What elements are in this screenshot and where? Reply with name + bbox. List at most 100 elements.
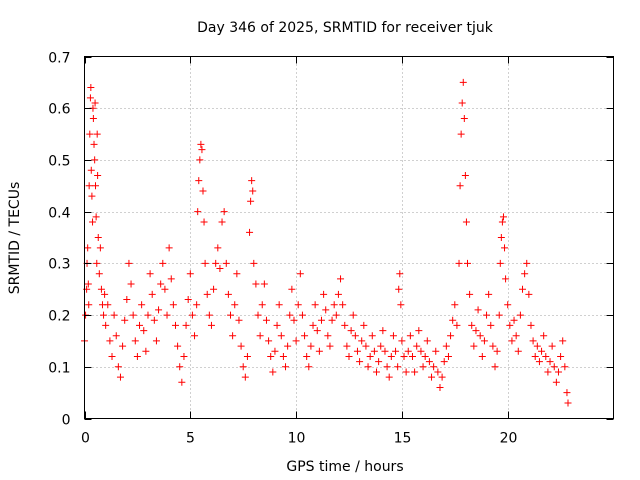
data-point: [311, 301, 319, 309]
data-point: [408, 352, 416, 360]
data-point: [108, 352, 116, 360]
data-point: [271, 347, 279, 355]
data-point: [394, 363, 402, 371]
data-point: [142, 347, 150, 355]
data-point: [309, 321, 317, 329]
plot-frame: [84, 56, 614, 419]
data-point: [535, 358, 543, 366]
data-point: [88, 192, 96, 200]
data-point: [460, 115, 468, 123]
data-point: [436, 383, 444, 391]
data-point: [400, 352, 408, 360]
data-point: [104, 301, 112, 309]
data-point: [495, 311, 503, 319]
data-point: [385, 373, 393, 381]
data-point: [150, 316, 158, 324]
data-point: [347, 327, 355, 335]
data-point: [428, 373, 436, 381]
data-point: [248, 177, 256, 185]
data-point: [136, 321, 144, 329]
data-point: [273, 321, 281, 329]
data-point: [131, 337, 139, 345]
data-point: [250, 259, 258, 267]
data-point: [106, 337, 114, 345]
data-point: [161, 285, 169, 293]
data-point: [210, 285, 218, 293]
y-tick-label: 0.2: [48, 309, 70, 325]
data-point: [243, 352, 251, 360]
data-point: [93, 130, 101, 138]
data-point: [533, 342, 541, 350]
data-point: [91, 156, 99, 164]
data-point: [337, 275, 345, 283]
data-point: [330, 301, 338, 309]
data-point: [133, 352, 141, 360]
data-point: [531, 352, 539, 360]
data-point: [516, 311, 524, 319]
data-point: [220, 208, 228, 216]
data-point: [432, 347, 440, 355]
y-tick-label: 0.1: [48, 361, 70, 377]
data-point: [282, 363, 290, 371]
data-point: [375, 358, 383, 366]
data-point: [256, 332, 264, 340]
data-point: [398, 337, 406, 345]
data-point: [320, 290, 328, 298]
grid-lines: [84, 56, 614, 419]
data-point: [89, 115, 97, 123]
data-point: [521, 270, 529, 278]
data-point: [360, 321, 368, 329]
data-point: [114, 363, 122, 371]
data-point: [397, 301, 405, 309]
data-point: [84, 280, 92, 288]
data-point: [478, 352, 486, 360]
data-point: [395, 285, 403, 293]
data-point: [119, 342, 127, 350]
data-point: [506, 321, 514, 329]
data-point: [97, 285, 105, 293]
data-point: [186, 270, 194, 278]
data-point: [194, 208, 202, 216]
data-point: [249, 187, 257, 195]
data-point: [196, 156, 204, 164]
data-point: [413, 342, 421, 350]
data-point: [214, 244, 222, 252]
data-point: [364, 363, 372, 371]
data-point: [563, 389, 571, 397]
data-point: [239, 363, 247, 371]
data-point: [317, 316, 325, 324]
data-point: [85, 182, 93, 190]
data-point: [502, 275, 510, 283]
data-point: [93, 259, 101, 267]
data-point: [514, 347, 522, 355]
data-point: [125, 259, 133, 267]
data-point: [182, 321, 190, 329]
y-tick-label: 0.5: [48, 154, 70, 170]
data-point: [205, 311, 213, 319]
data-point: [284, 342, 292, 350]
data-point: [423, 337, 431, 345]
data-point: [241, 373, 249, 381]
data-point: [148, 290, 156, 298]
data-point: [89, 218, 97, 226]
data-point: [366, 352, 374, 360]
data-point: [138, 301, 146, 309]
data-point: [94, 171, 102, 179]
y-tick-label: 0.6: [48, 102, 70, 118]
data-point: [489, 342, 497, 350]
data-point: [307, 342, 315, 350]
data-point: [415, 327, 423, 335]
data-point: [498, 218, 506, 226]
data-point: [353, 347, 361, 355]
data-point: [290, 316, 298, 324]
data-point: [362, 342, 370, 350]
data-point: [324, 332, 332, 340]
data-point: [529, 337, 537, 345]
data-point: [373, 368, 381, 376]
data-point: [92, 213, 100, 221]
data-point: [157, 280, 165, 288]
data-point: [286, 311, 294, 319]
data-point: [169, 301, 177, 309]
data-point: [218, 218, 226, 226]
data-point: [559, 337, 567, 345]
